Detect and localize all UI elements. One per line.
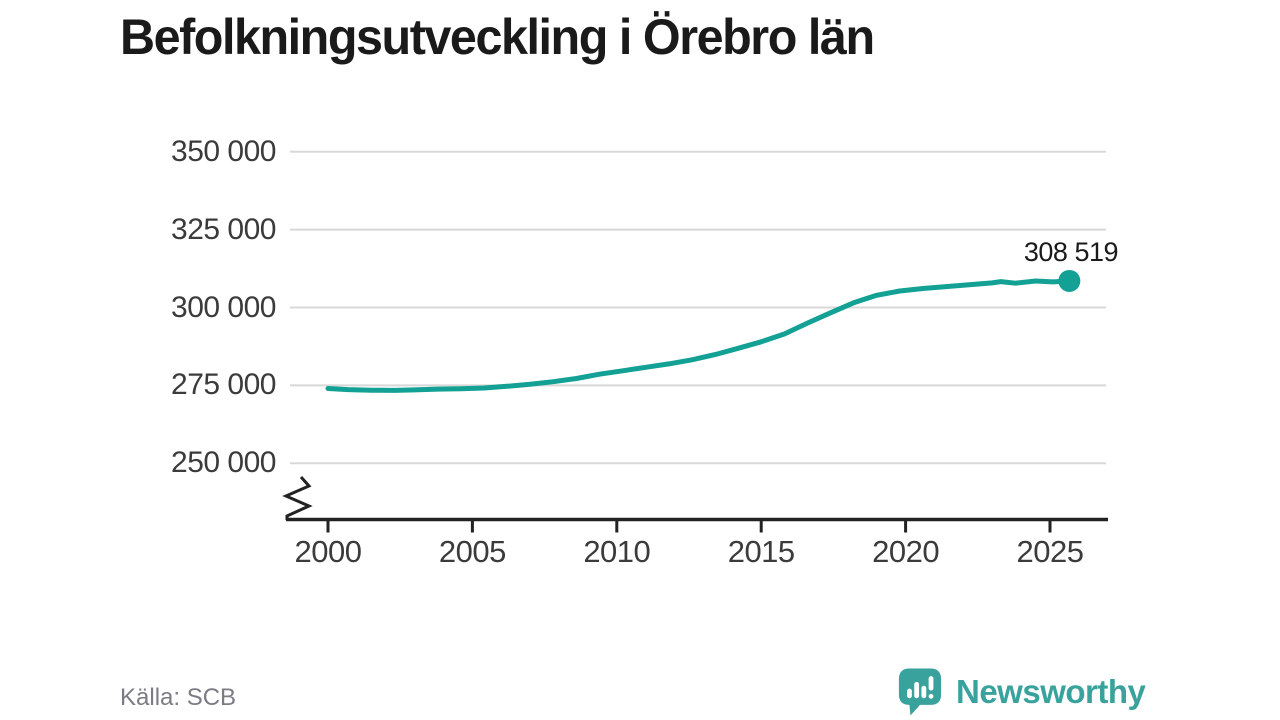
x-tick-label: 2020 [872,534,940,569]
newsworthy-logo: Newsworthy [897,666,1146,717]
data-series [325,269,1081,393]
speech-bubble-shape [898,668,942,716]
x-tick-label: 2025 [1016,534,1084,569]
x-tick-label: 2005 [438,534,506,569]
source-note: Källa: SCB [120,684,237,711]
end-point-dot [1058,269,1081,292]
gridlines [290,150,1106,465]
x-tick-label: 2000 [294,534,362,569]
end-value-label: 308 519 [1023,237,1119,267]
x-tick-label: 2010 [583,534,651,569]
page-title: Befolkningsutveckling i Örebro län [120,9,875,65]
bar-chart-glyph [907,681,927,699]
population-line [325,278,1072,393]
newsworthy-logo-icon [898,668,942,716]
x-axis [286,517,1108,533]
y-tick-label: 275 000 [171,368,276,402]
logo-wordmark: Newsworthy [956,672,1146,710]
y-tick-label: 250 000 [171,446,276,480]
y-tick-label: 300 000 [171,290,276,324]
y-tick-label: 325 000 [171,212,276,246]
axis-break-icon [282,476,313,520]
x-tick-label: 2015 [727,534,795,569]
y-tick-label: 350 000 [171,134,276,168]
exclamation-glyph [928,676,934,699]
